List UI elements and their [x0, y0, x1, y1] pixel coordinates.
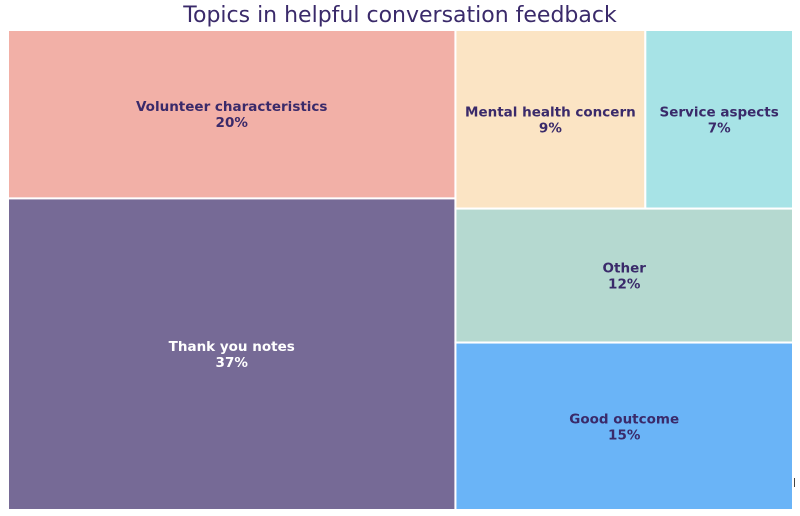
edge-mark [794, 478, 795, 487]
tile-value-label: 9% [539, 120, 562, 136]
chart-title: Topics in helpful conversation feedback [183, 3, 617, 28]
tile-rect [644, 29, 795, 210]
tile-rect [454, 207, 794, 344]
tile-rect [7, 29, 457, 200]
tile-value-label: 15% [608, 427, 641, 443]
tile-label: Other [603, 261, 647, 277]
tile-label: Mental health concern [465, 104, 636, 120]
tile-label: Volunteer characteristics [136, 99, 328, 115]
tile-rect [7, 197, 457, 511]
tile-label: Thank you notes [169, 339, 295, 355]
tile-rect [454, 341, 794, 511]
tile-label: Good outcome [569, 411, 679, 427]
tile-rect [454, 29, 647, 210]
tile-value-label: 7% [708, 120, 731, 136]
tile-value-label: 20% [216, 115, 249, 131]
tile-value-label: 37% [216, 355, 249, 371]
tile-value-label: 12% [608, 277, 641, 293]
tile-label: Service aspects [660, 104, 779, 120]
